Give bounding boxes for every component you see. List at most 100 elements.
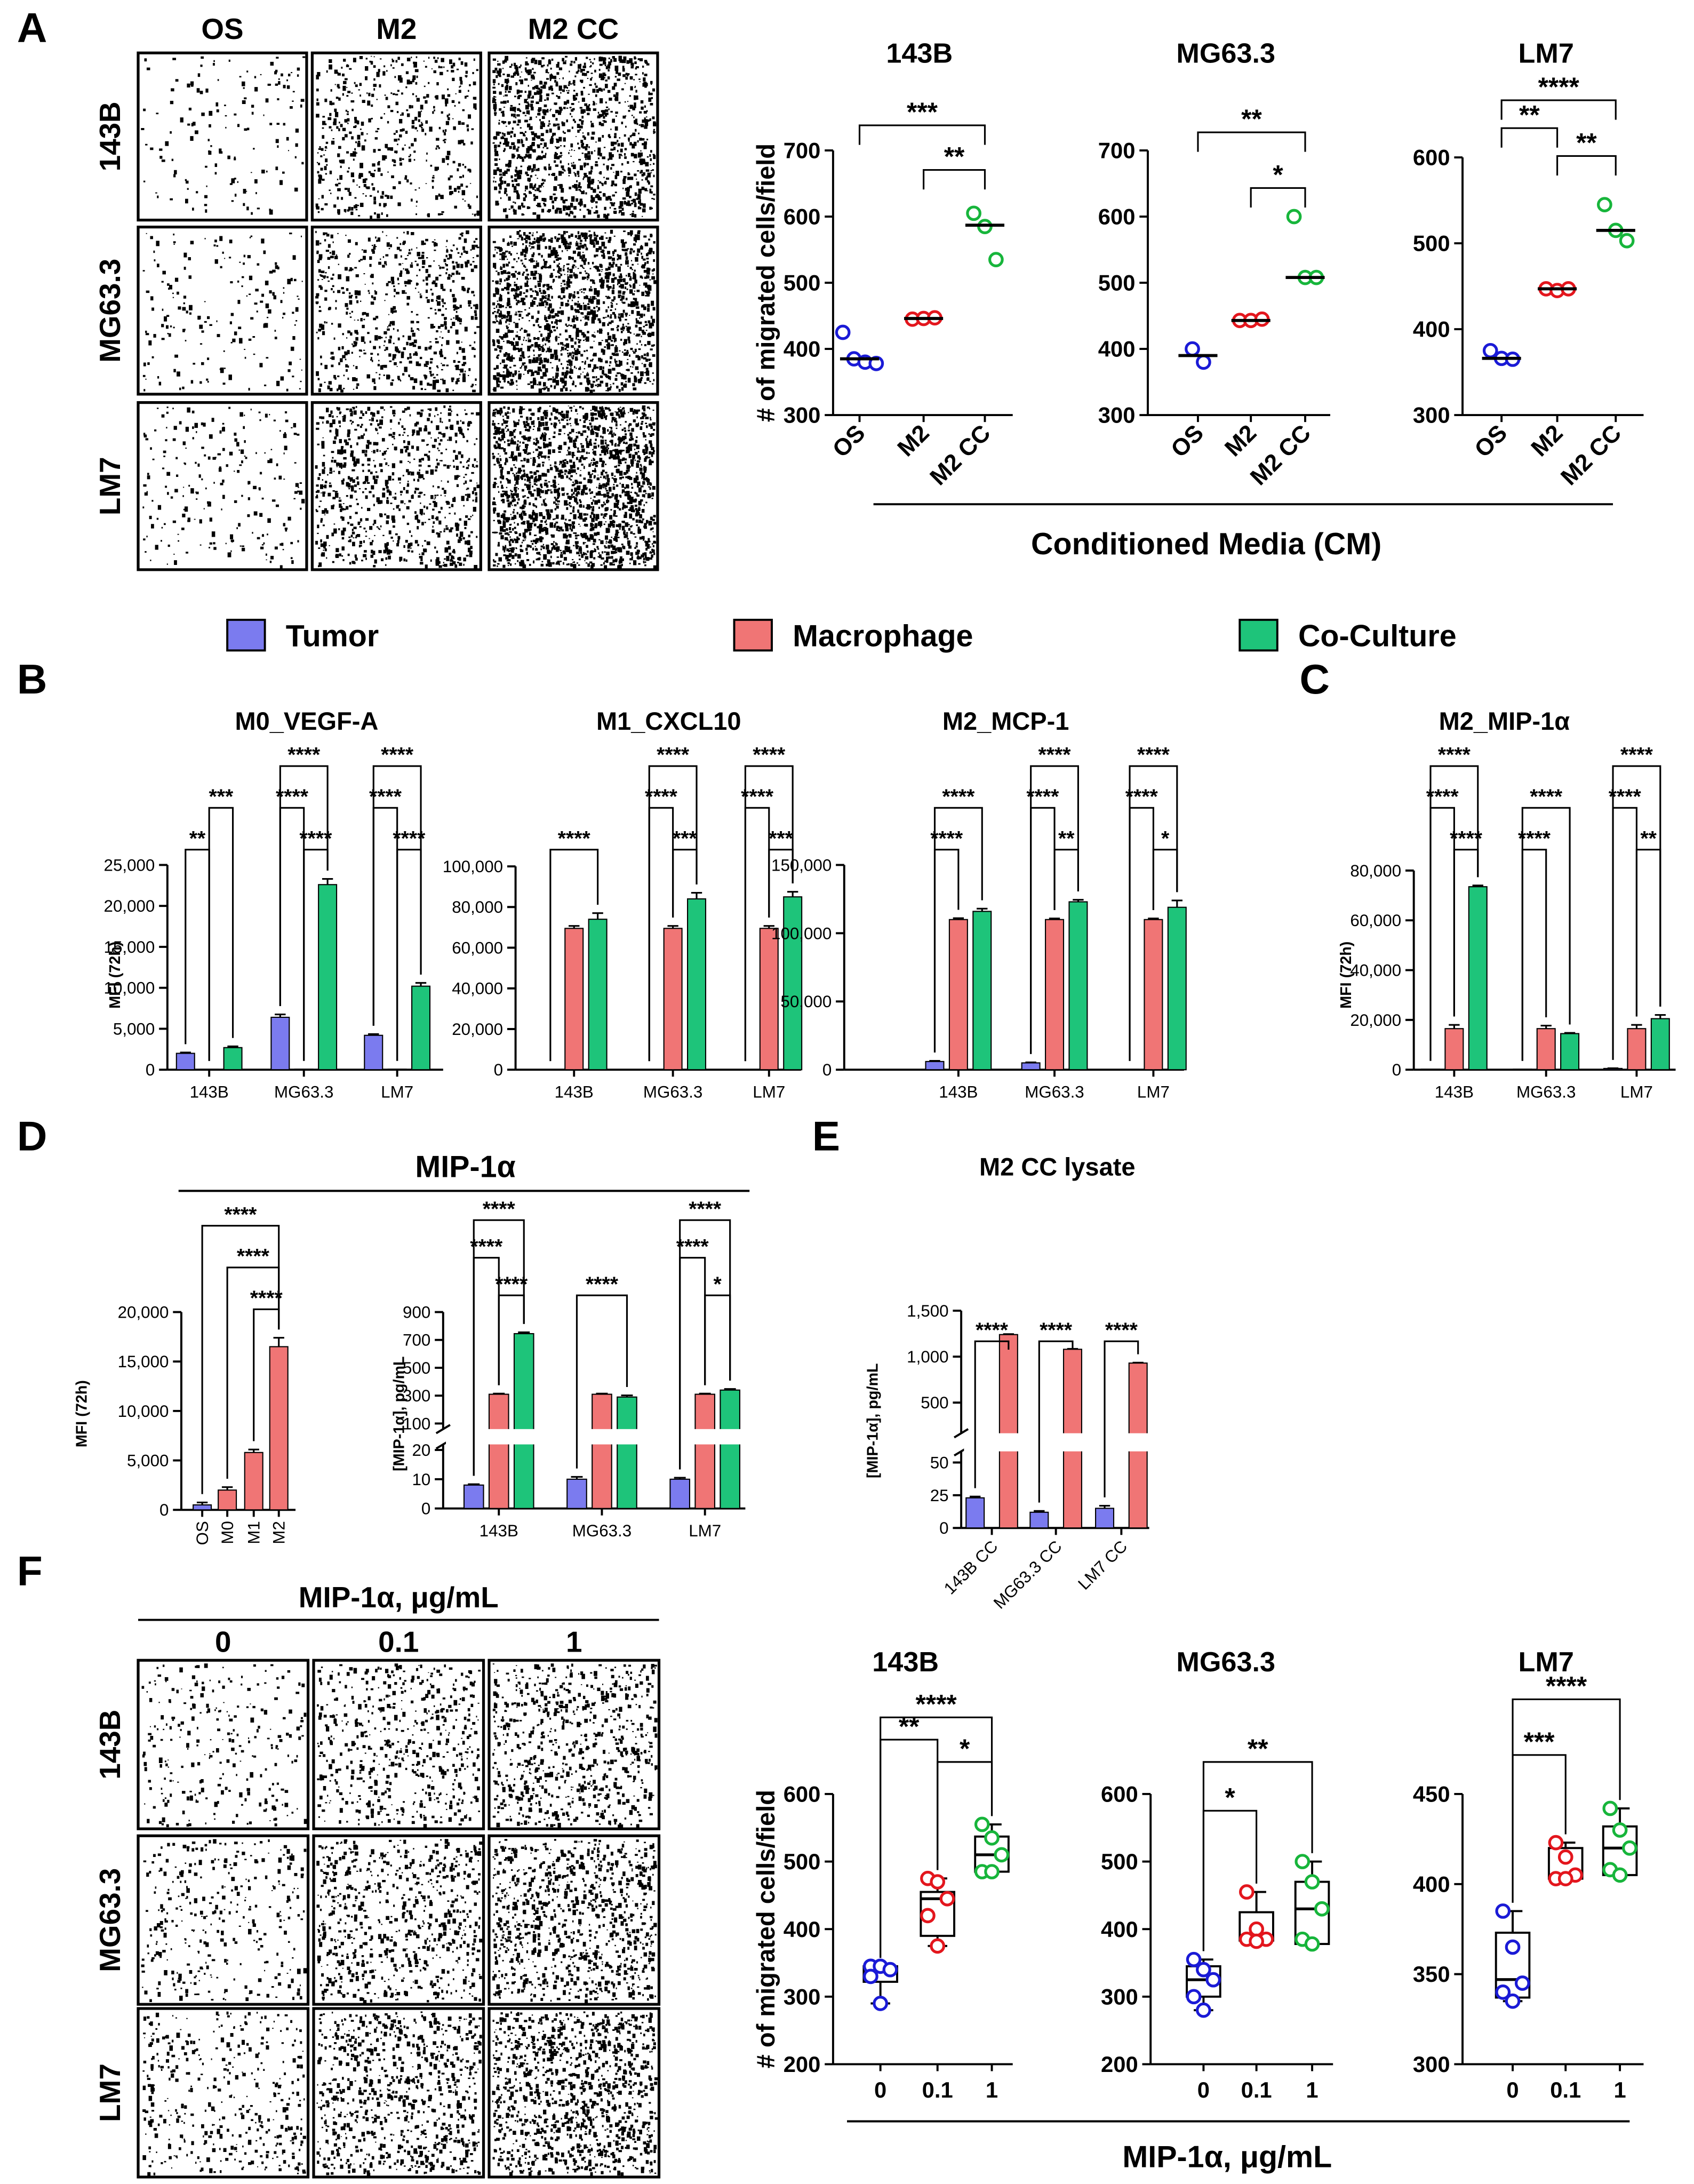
x-tick-label: 143B [190, 1082, 229, 1101]
chart-title: M2_MCP-1 [942, 707, 1069, 735]
bar [218, 1489, 237, 1511]
significance-bracket [1521, 849, 1547, 1061]
micrograph-cells [492, 1839, 657, 2005]
micrograph-frame [137, 51, 308, 222]
y-tick-label: 100 [403, 1414, 430, 1433]
bar [1513, 1069, 1532, 1071]
y-axis-label: MFI (72h) [1338, 942, 1355, 1009]
y-tick-label: 200 [1101, 2052, 1138, 2077]
data-point [873, 1996, 889, 2011]
y-tick-label: 450 [1413, 1782, 1450, 1807]
legend-swatch [226, 618, 266, 652]
y-axis-label: # of migrated cells/field [752, 1790, 780, 2068]
significance-label: **** [393, 827, 426, 850]
micrograph-frame [137, 1834, 310, 2006]
significance-label: *** [769, 827, 793, 850]
significance-label: *** [673, 827, 697, 850]
y-tick-label: 0 [159, 1501, 169, 1519]
y-tick-label: 0 [822, 1061, 832, 1079]
y-tick-label: 600 [1101, 1782, 1138, 1807]
data-point [1622, 1840, 1637, 1856]
significance-bracket [549, 849, 599, 1062]
micrograph-cells [492, 2011, 659, 2177]
significance-label: **** [942, 786, 975, 809]
chart-title: M1_CXCL10 [596, 707, 741, 735]
x-tick-label: 1 [986, 2077, 998, 2102]
y-tick-label: 300 [1413, 2052, 1450, 2077]
chart-title: 143B [872, 1647, 939, 1678]
x-tick-label: 143B [480, 1521, 518, 1540]
bar [663, 928, 683, 1071]
significance-label: ** [1248, 1734, 1268, 1764]
x-tick-label: 0 [1506, 2077, 1519, 2102]
legend-swatch [733, 618, 773, 652]
significance-bracket [937, 1761, 993, 1870]
x-tick-label: LM7 [1620, 1082, 1653, 1101]
data-point [984, 1830, 1000, 1846]
significance-label: **** [916, 1689, 957, 1719]
data-point [1249, 1933, 1264, 1949]
significance-label: **** [1105, 1319, 1138, 1342]
panel-label: D [17, 1113, 47, 1160]
legend-label: Macrophage [793, 619, 973, 653]
significance-label: **** [299, 827, 332, 850]
grid-column-label: M2 [376, 12, 417, 45]
panel-label: A [17, 4, 47, 51]
significance-label: **** [483, 1198, 516, 1221]
significance-label: **** [495, 1273, 528, 1296]
significance-label: **** [558, 827, 591, 850]
y-tick-label: 200 [784, 2052, 821, 2077]
y-tick-label: 100,000 [443, 857, 503, 876]
x-tick-label: 0.1 [1241, 2077, 1272, 2102]
bar [925, 1061, 945, 1071]
bar [566, 1478, 587, 1509]
y-tick-label: 300 [1101, 1984, 1138, 2009]
data-point [863, 1968, 878, 1984]
y-tick-label: 80,000 [1350, 862, 1401, 880]
y-tick-label: 0 [939, 1519, 948, 1537]
significance-label: * [714, 1273, 722, 1296]
significance-bracket [933, 849, 960, 1053]
group-label: MIP-1α [415, 1150, 516, 1184]
significance-bracket [1512, 1754, 1567, 1903]
bar [244, 1452, 263, 1511]
grid-row-label: 143B [93, 1710, 126, 1780]
significance-label: **** [976, 1319, 1009, 1342]
x-tick-label: 0.1 [922, 2077, 953, 2102]
significance-label: **** [676, 1236, 709, 1258]
significance-label: **** [287, 744, 321, 767]
data-point [1612, 1822, 1628, 1838]
y-tick-label: 15,000 [118, 1352, 169, 1371]
axis-break [435, 1424, 451, 1434]
y-tick-label: 0 [494, 1061, 503, 1079]
micrograph-frame [310, 401, 482, 571]
bar [223, 1047, 243, 1071]
significance-bracket [253, 1308, 280, 1441]
y-tick-label: 60,000 [1350, 911, 1401, 930]
group-label: Conditioned Media (CM) [1031, 527, 1381, 561]
bar [588, 919, 608, 1071]
data-point [1185, 341, 1200, 357]
y-tick-label: 400 [1101, 1917, 1138, 1942]
legend-label: Co-Culture [1298, 619, 1457, 653]
data-point [1495, 1984, 1511, 2000]
significance-label: **** [1620, 744, 1653, 767]
bar [193, 1504, 212, 1511]
significance-label: * [1225, 1782, 1235, 1812]
y-tick-label: 300 [784, 1984, 821, 2009]
axis-break-band [964, 1433, 1152, 1452]
y-tick-label: 50,000 [780, 992, 832, 1011]
significance-label: **** [1538, 72, 1580, 102]
chart-title: LM7 [1518, 1647, 1573, 1678]
significance-label: **** [1450, 827, 1483, 850]
micrograph-frame [310, 225, 482, 396]
micrograph-frame [488, 1659, 661, 1830]
chart-title: MG63.3 [1176, 38, 1275, 69]
significance-label: *** [1524, 1727, 1555, 1757]
significance-label: ** [1241, 104, 1262, 134]
data-point [984, 1864, 1000, 1879]
y-axis-label: [MIP-1α], pg/mL [864, 1363, 881, 1478]
significance-label: *** [209, 786, 234, 809]
grid-column-label: 0.1 [378, 1625, 419, 1659]
